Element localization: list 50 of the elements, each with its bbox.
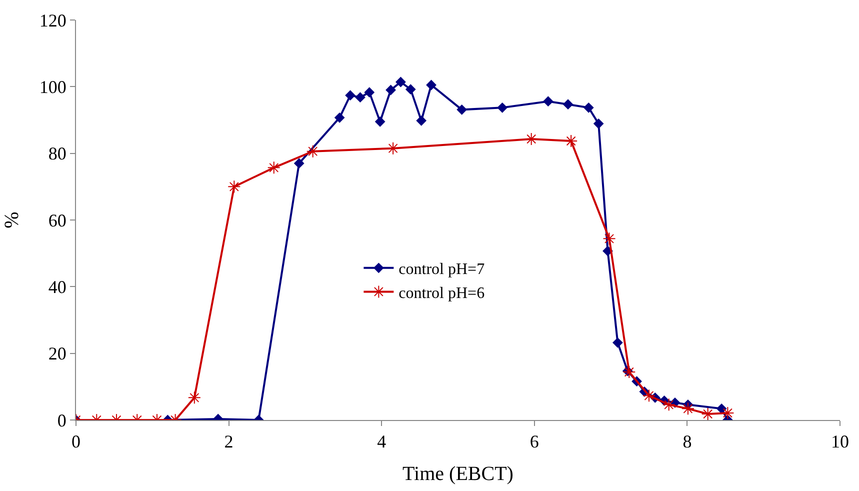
point	[662, 398, 676, 412]
point	[602, 232, 616, 246]
point	[701, 408, 714, 420]
point	[306, 144, 320, 158]
legend-label: control pH=6	[398, 284, 485, 302]
point	[396, 76, 406, 88]
point	[562, 99, 574, 110]
point	[497, 102, 508, 113]
point	[228, 180, 241, 194]
point	[612, 337, 623, 348]
point	[416, 115, 427, 126]
x-tick-label: 2	[224, 432, 234, 452]
x-tick-label: 10	[831, 432, 849, 452]
x-tick-label: 8	[682, 432, 692, 452]
x-tick-label: 6	[530, 432, 539, 452]
point	[524, 132, 538, 146]
point	[593, 118, 604, 129]
point	[716, 403, 727, 414]
x-axis-title: Time (EBCT)	[402, 463, 514, 486]
point	[294, 158, 304, 169]
point	[426, 80, 436, 90]
legend-label: control pH=7	[398, 261, 485, 278]
y-tick-label: 80	[48, 144, 66, 164]
point	[405, 84, 416, 95]
point	[355, 92, 366, 103]
point	[542, 96, 554, 107]
point	[564, 134, 578, 148]
y-tick-label: 40	[48, 276, 66, 297]
point	[334, 112, 345, 123]
point	[622, 366, 636, 378]
y-tick-label: 60	[48, 210, 66, 230]
y-tick-label: 120	[39, 10, 66, 30]
point	[374, 116, 386, 127]
point	[267, 161, 280, 174]
point	[386, 84, 396, 96]
point	[364, 87, 375, 98]
point	[188, 391, 201, 404]
point	[721, 406, 734, 420]
point	[456, 104, 468, 115]
point	[681, 402, 694, 416]
x-tick-label: 4	[377, 432, 386, 452]
y-tick-label: 0	[57, 410, 66, 430]
y-axis-title: %	[0, 212, 23, 228]
point	[386, 142, 400, 155]
x-tick-label: 0	[72, 432, 80, 452]
point	[583, 102, 594, 113]
point	[345, 90, 356, 101]
y-tick-label: 20	[48, 344, 66, 364]
y-tick-label: 100	[39, 76, 66, 97]
point	[642, 389, 656, 402]
